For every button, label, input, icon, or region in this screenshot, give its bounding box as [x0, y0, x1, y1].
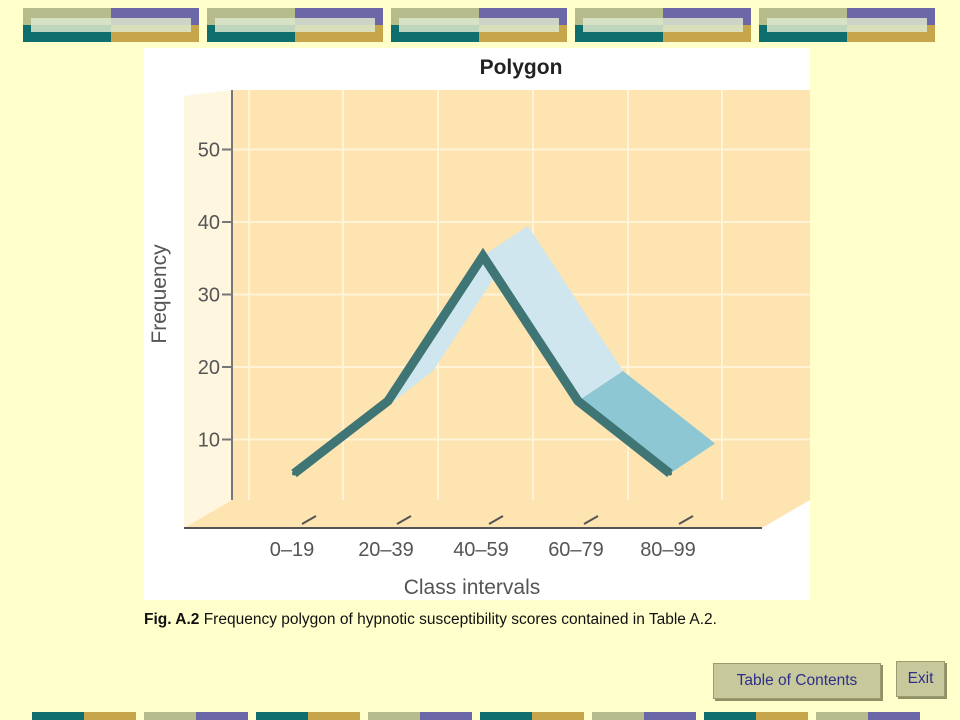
exit-button[interactable]: Exit [896, 661, 945, 697]
x-axis-label: Class intervals [404, 576, 541, 599]
bottom-decorative-band [0, 712, 960, 720]
data-point [481, 254, 485, 258]
chart-figure: 10 20 30 40 50 0–19 20–39 40–59 60–79 80–99 Polygo… [144, 48, 810, 600]
band-tile [32, 712, 136, 720]
floor [184, 500, 810, 528]
band-tile [23, 8, 199, 42]
caption-text: Frequency polygon of hypnotic susceptibi… [199, 611, 717, 628]
band-tile [144, 712, 248, 720]
data-point [668, 471, 672, 476]
data-point [386, 399, 390, 403]
x-tick [301, 515, 317, 525]
band-tile [816, 712, 920, 720]
x-tick [396, 515, 412, 525]
x-tick-label: 40–59 [453, 539, 509, 561]
caption-label: Fig. A.2 [144, 611, 200, 628]
band-tile [480, 712, 584, 720]
x-tick [678, 515, 694, 525]
x-tick-label: 20–39 [358, 539, 414, 561]
band-tile [704, 712, 808, 720]
side-wall [184, 90, 232, 528]
y-tick-label: 20 [198, 357, 220, 379]
band-tile [575, 8, 751, 42]
y-tick-label: 10 [198, 430, 220, 452]
chart-title: Polygon [480, 56, 563, 79]
y-tick-label: 40 [198, 212, 220, 234]
top-decorative-band [0, 0, 960, 48]
x-tick-label: 0–19 [270, 539, 315, 561]
band-tile [256, 712, 360, 720]
data-point [576, 399, 580, 403]
frequency-polygon-chart: 10 20 30 40 50 0–19 20–39 40–59 60–79 80–99 Polygo… [148, 56, 810, 599]
y-tick-label: 50 [198, 140, 220, 162]
ribbon-face [483, 226, 623, 401]
figure-caption: Fig. A.2 Frequency polygon of hypnotic s… [144, 609, 810, 630]
y-tick-label: 30 [198, 285, 220, 307]
band-tile [368, 712, 472, 720]
data-point [292, 471, 296, 476]
band-tile [207, 8, 383, 42]
table-of-contents-button[interactable]: Table of Contents [713, 663, 881, 699]
band-tile [592, 712, 696, 720]
x-tick [583, 515, 599, 525]
x-tick-label: 60–79 [548, 539, 604, 561]
band-tile [391, 8, 567, 42]
y-axis-label: Frequency [148, 244, 171, 344]
ribbon-face [578, 371, 715, 474]
x-tick [488, 515, 504, 525]
x-tick-label: 80–99 [640, 539, 696, 561]
band-tile [759, 8, 935, 42]
